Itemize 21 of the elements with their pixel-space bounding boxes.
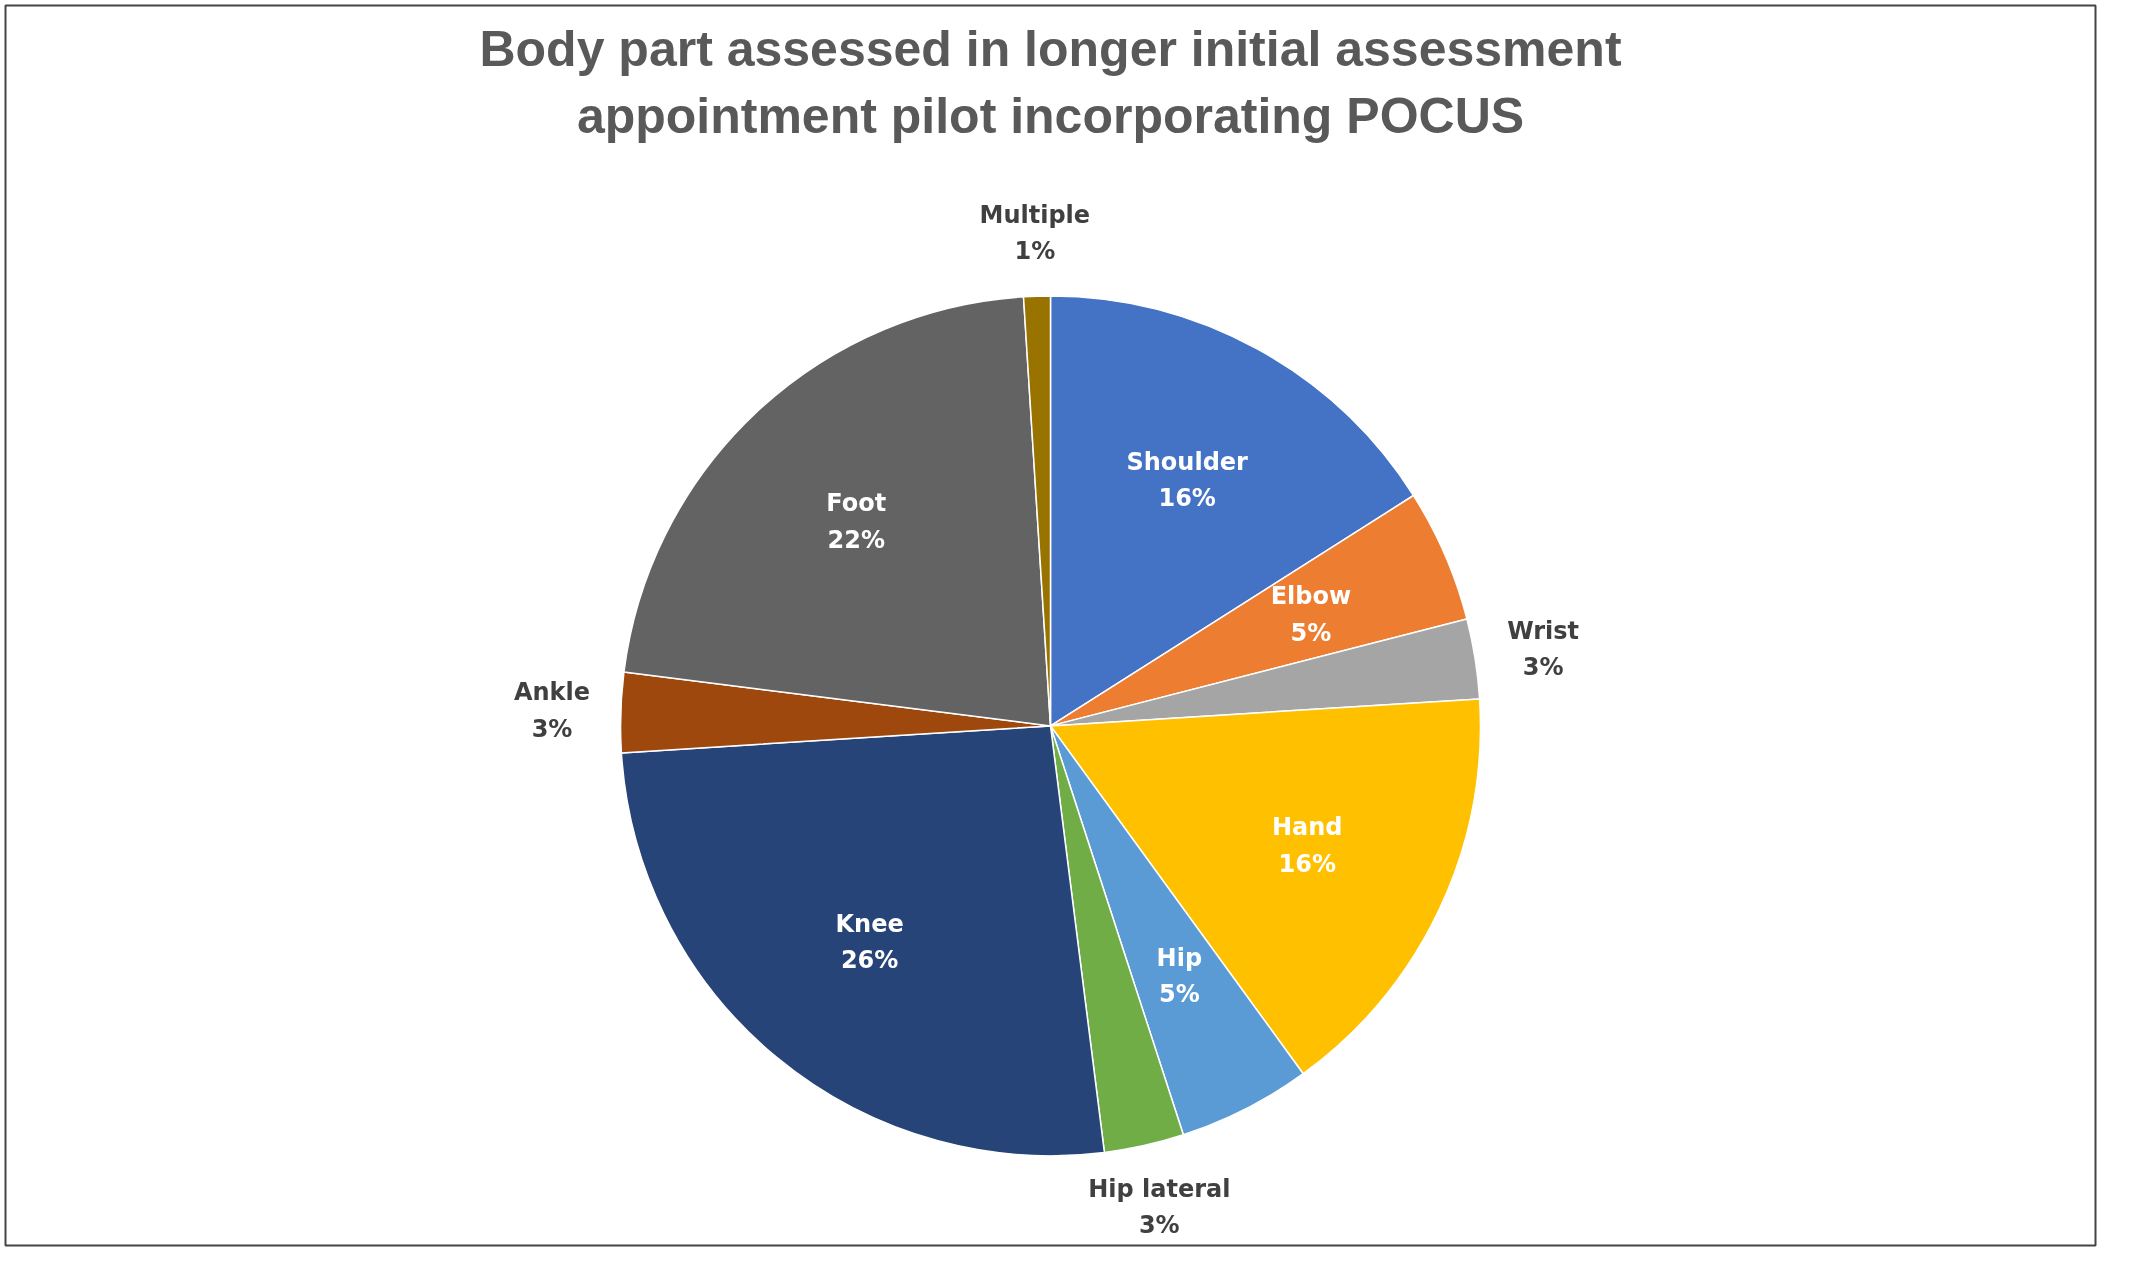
slice-label: Shoulder (1126, 447, 1249, 476)
data-label: 16% (1158, 484, 1216, 513)
slice-label: Hip lateral (1088, 1174, 1231, 1203)
data-label: 3% (1138, 1211, 1180, 1240)
data-label: 26% (840, 946, 899, 975)
slice-label: Ankle (513, 678, 591, 707)
data-label: 16% (1278, 849, 1336, 878)
data-label: 1% (1014, 237, 1056, 266)
slice-label: Knee (835, 909, 904, 938)
data-label: 3% (531, 714, 573, 743)
data-label: 5% (1158, 980, 1200, 1009)
slice-label: Hip (1156, 943, 1203, 972)
slice-label: Wrist (1507, 616, 1580, 645)
data-label: 22% (827, 525, 885, 554)
data-label: 3% (1522, 652, 1564, 681)
data-label: 5% (1290, 618, 1332, 647)
slice-label: Multiple (979, 200, 1091, 229)
slice-label: Elbow (1270, 582, 1352, 611)
slice-label: Foot (826, 489, 887, 518)
slice-label: Hand (1271, 813, 1343, 842)
chart-title: Body part assessed in longer initial assessment appointment pilot incorporating POCUS (479, 20, 1622, 144)
